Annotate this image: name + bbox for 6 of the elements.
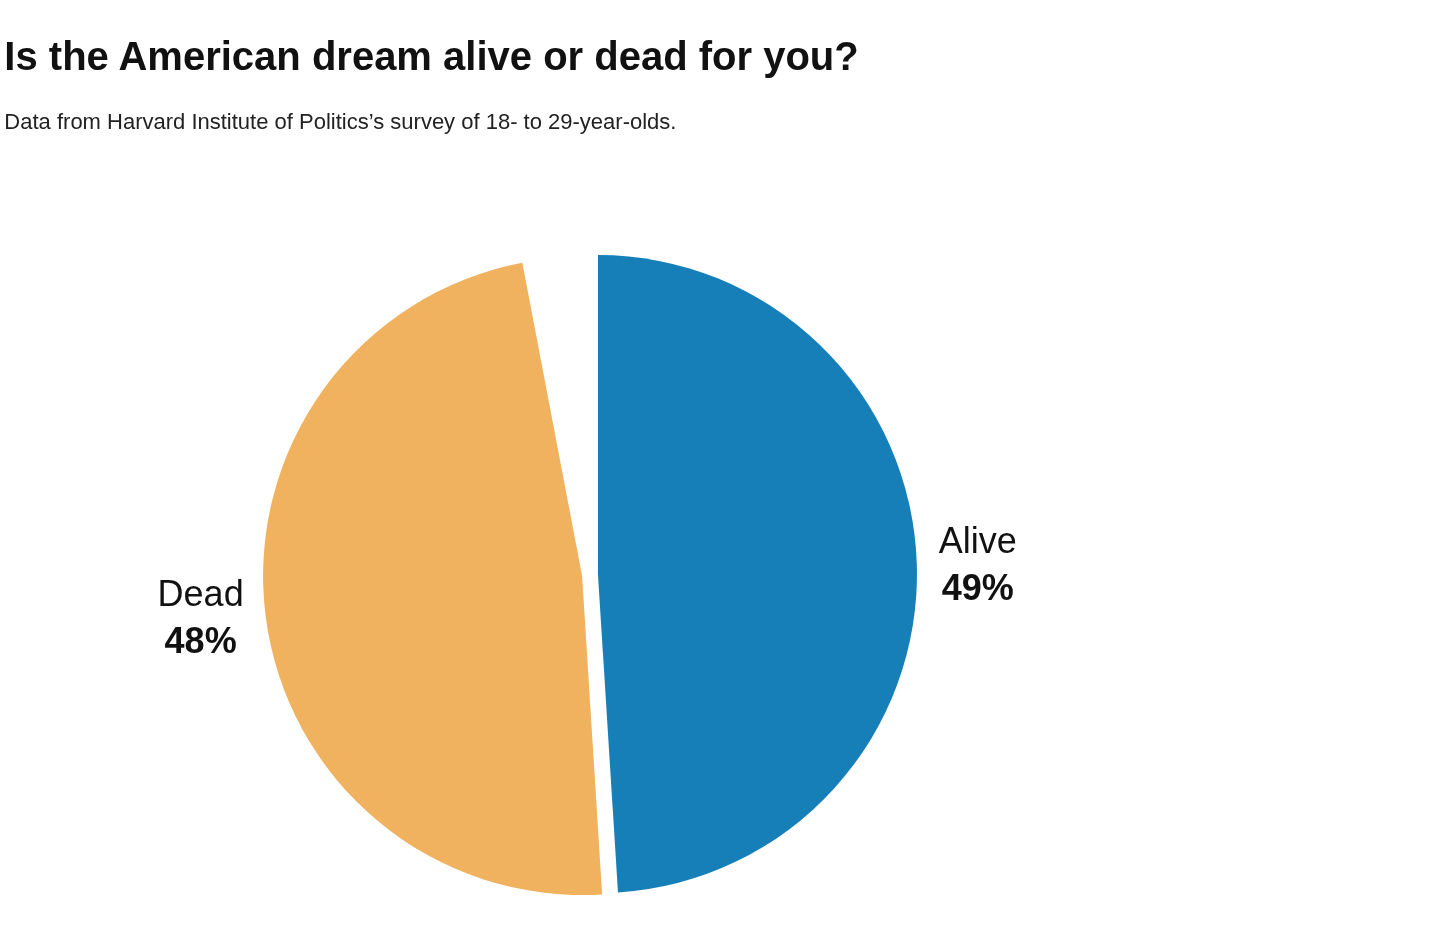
data-label: 48% <box>164 619 237 661</box>
chart-subtitle: Data from Harvard Institute of Politics’s survey of 18- to 29-year-olds. <box>4 108 677 134</box>
data-label: 49% <box>941 566 1014 608</box>
slice-label: Alive <box>938 520 1017 562</box>
slice-label: Dead <box>157 572 244 614</box>
chart-title: Is the American dream alive or dead for you? <box>4 33 859 78</box>
